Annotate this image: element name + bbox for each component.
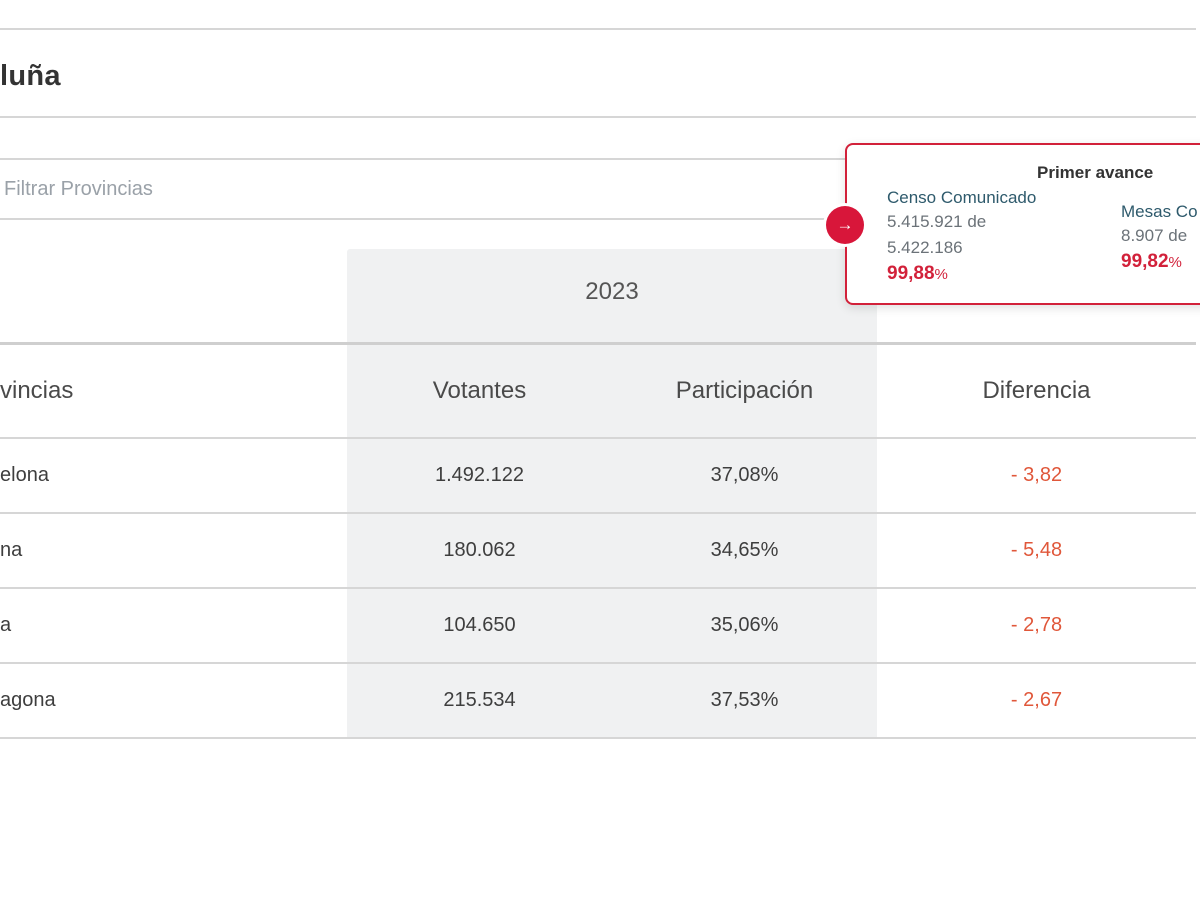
table-row: agona 215.534 37,53% - 2,67 [0, 665, 1196, 739]
mesas-comunicadas: Mesas Co 8.907 de 99,82% [1121, 201, 1198, 276]
table-row: a 104.650 35,06% - 2,78 [0, 590, 1196, 664]
table-row: elona 1.492.122 37,08% - 3,82 [0, 440, 1196, 514]
row-divider [0, 587, 1196, 589]
censo-percent: 99,88% [887, 263, 948, 284]
year-header: 2023 [585, 278, 639, 305]
censo-value-line2: 5.422.186 [887, 238, 963, 257]
row-provincia: a [0, 614, 12, 636]
header-participacion: Participación [675, 377, 814, 404]
censo-value-line1: 5.415.921 de [887, 212, 987, 231]
mesas-label: Mesas Co [1121, 202, 1198, 221]
row-divider [0, 512, 1196, 514]
row-participacion: 37,53% [710, 689, 779, 711]
arrow-right-icon[interactable]: → [826, 206, 864, 244]
row-votantes: 104.650 [443, 614, 516, 636]
row-diferencia: - 2,67 [1010, 689, 1063, 711]
popup-title: Primer avance [1037, 163, 1154, 182]
row-diferencia: - 5,48 [1010, 539, 1063, 561]
censo-label: Censo Comunicado [887, 188, 1037, 207]
row-provincia: na [0, 539, 23, 561]
mesas-value-line1: 8.907 de [1121, 226, 1188, 245]
year-column-background [347, 249, 877, 738]
top-divider [0, 28, 1196, 30]
row-diferencia: - 3,82 [1010, 464, 1063, 486]
row-votantes: 215.534 [443, 689, 516, 711]
censo-comunicado: Censo Comunicado 5.415.921 de 5.422.186 … [887, 187, 1036, 288]
primer-avance-popup: Primer avance Censo Comunicado 5.415.921… [845, 143, 1200, 305]
header-diferencia: Diferencia [982, 377, 1091, 404]
row-divider [0, 737, 1196, 739]
table-header-divider [0, 342, 1196, 345]
row-provincia: agona [0, 689, 56, 711]
row-participacion: 35,06% [710, 614, 779, 636]
header-votantes: Votantes [432, 377, 527, 404]
row-provincia: elona [0, 464, 49, 486]
filter-box [0, 158, 874, 220]
row-votantes: 1.492.122 [435, 464, 524, 486]
row-diferencia: - 2,78 [1010, 614, 1063, 636]
table-row: na 180.062 34,65% - 5,48 [0, 515, 1196, 589]
header-provincias: vincias [0, 377, 74, 404]
row-divider [0, 662, 1196, 664]
row-votantes: 180.062 [443, 539, 516, 561]
title-divider [0, 116, 1196, 118]
header-row-divider [0, 437, 1196, 439]
page-title: luña [0, 60, 61, 92]
mesas-percent: 99,82% [1121, 251, 1182, 272]
row-participacion: 34,65% [710, 539, 779, 561]
row-participacion: 37,08% [710, 464, 779, 486]
filter-provincias-input[interactable] [0, 160, 874, 218]
